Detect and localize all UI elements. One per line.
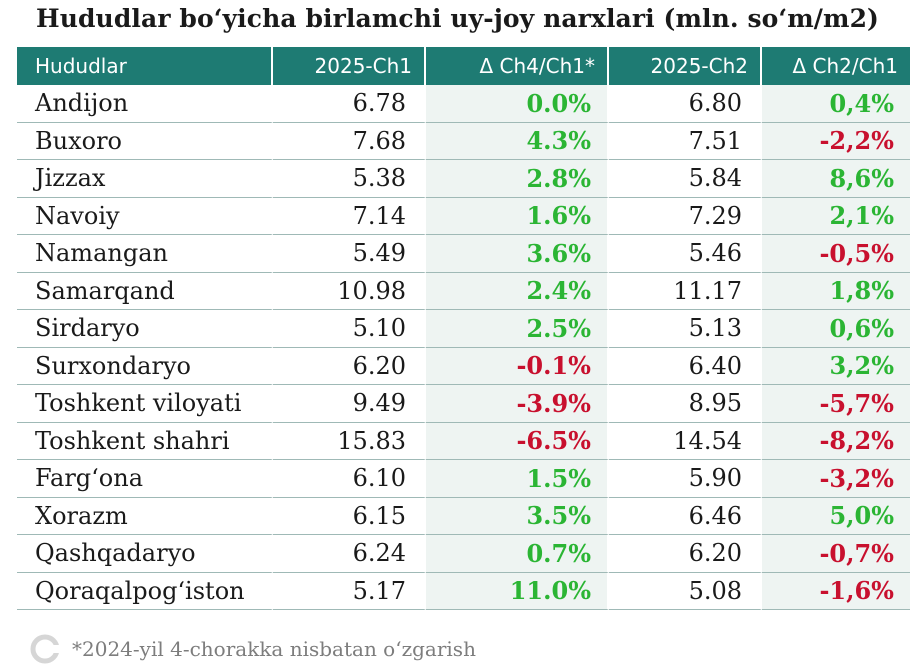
delta-ch2-ch1-cell: 5,0% [762, 497, 910, 535]
value-ch2-cell: 7.29 [609, 197, 762, 235]
delta-ch2-ch1-cell: 0,4% [762, 85, 910, 123]
region-cell: Toshkent viloyati [17, 385, 273, 423]
delta-ch2-ch1-cell: 3,2% [762, 347, 910, 385]
delta-ch4-ch1-cell: 0.7% [426, 535, 609, 573]
value-ch1-cell: 6.15 [273, 497, 426, 535]
value-ch1-cell: 10.98 [273, 272, 426, 310]
table-row: Jizzax 5.38 2.8% 5.84 8,6% [17, 160, 910, 198]
c-logo-icon [30, 634, 60, 664]
table-row: Sirdaryo 5.10 2.5% 5.13 0,6% [17, 310, 910, 348]
value-ch2-cell: 6.46 [609, 497, 762, 535]
value-ch1-cell: 5.49 [273, 235, 426, 273]
value-ch2-cell: 6.40 [609, 347, 762, 385]
value-ch2-cell: 7.51 [609, 122, 762, 160]
delta-ch4-ch1-cell: 3.5% [426, 497, 609, 535]
delta-ch2-ch1-cell: -8,2% [762, 422, 910, 460]
price-table: Hududlar 2025-Ch1 Δ Ch4/Ch1* 2025-Ch2 Δ … [17, 47, 910, 610]
region-cell: Fargʻona [17, 460, 273, 498]
region-cell: Samarqand [17, 272, 273, 310]
value-ch1-cell: 5.38 [273, 160, 426, 198]
table-row: Samarqand 10.98 2.4% 11.17 1,8% [17, 272, 910, 310]
chart-title: Hududlar boʻyicha birlamchi uy-joy narxl… [35, 4, 879, 33]
delta-ch2-ch1-cell: -3,2% [762, 460, 910, 498]
value-ch1-cell: 6.24 [273, 535, 426, 573]
region-cell: Jizzax [17, 160, 273, 198]
delta-ch2-ch1-cell: -0,5% [762, 235, 910, 273]
delta-ch4-ch1-cell: -0.1% [426, 347, 609, 385]
header-row: Hududlar 2025-Ch1 Δ Ch4/Ch1* 2025-Ch2 Δ … [17, 47, 910, 85]
value-ch1-cell: 6.78 [273, 85, 426, 123]
table-row: Toshkent viloyati 9.49 -3.9% 8.95 -5,7% [17, 385, 910, 423]
value-ch2-cell: 5.08 [609, 572, 762, 610]
delta-ch2-ch1-cell: -5,7% [762, 385, 910, 423]
region-cell: Qoraqalpogʻiston [17, 572, 273, 610]
region-cell: Xorazm [17, 497, 273, 535]
value-ch2-cell: 6.80 [609, 85, 762, 123]
table-row: Andijon 6.78 0.0% 6.80 0,4% [17, 85, 910, 123]
delta-ch4-ch1-cell: -6.5% [426, 422, 609, 460]
delta-ch4-ch1-cell: 2.5% [426, 310, 609, 348]
value-ch1-cell: 6.10 [273, 460, 426, 498]
value-ch2-cell: 8.95 [609, 385, 762, 423]
region-cell: Sirdaryo [17, 310, 273, 348]
value-ch2-cell: 6.20 [609, 535, 762, 573]
value-ch1-cell: 5.10 [273, 310, 426, 348]
table-body: Andijon 6.78 0.0% 6.80 0,4% Buxoro 7.68 4.3% 7.5… [17, 85, 910, 610]
value-ch1-cell: 9.49 [273, 385, 426, 423]
table-row: Buxoro 7.68 4.3% 7.51 -2,2% [17, 122, 910, 160]
region-cell: Buxoro [17, 122, 273, 160]
delta-ch2-ch1-cell: 0,6% [762, 310, 910, 348]
value-ch2-cell: 5.90 [609, 460, 762, 498]
delta-ch2-ch1-cell: -1,6% [762, 572, 910, 610]
table-row: Toshkent shahri 15.83 -6.5% 14.54 -8,2% [17, 422, 910, 460]
delta-ch4-ch1-cell: -3.9% [426, 385, 609, 423]
footer: *2024-yil 4-chorakka nisbatan oʻzgarish [30, 634, 476, 664]
region-cell: Andijon [17, 85, 273, 123]
table-row: Xorazm 6.15 3.5% 6.46 5,0% [17, 497, 910, 535]
value-ch2-cell: 5.13 [609, 310, 762, 348]
column-header-ch1: 2025-Ch1 [273, 47, 426, 85]
delta-ch4-ch1-cell: 3.6% [426, 235, 609, 273]
column-header-delta-ch2-ch1: Δ Ch2/Ch1 [762, 47, 910, 85]
value-ch1-cell: 6.20 [273, 347, 426, 385]
region-cell: Navoiy [17, 197, 273, 235]
delta-ch4-ch1-cell: 4.3% [426, 122, 609, 160]
column-header-region: Hududlar [17, 47, 273, 85]
region-cell: Namangan [17, 235, 273, 273]
table-row: Fargʻona 6.10 1.5% 5.90 -3,2% [17, 460, 910, 498]
value-ch2-cell: 5.84 [609, 160, 762, 198]
value-ch1-cell: 7.14 [273, 197, 426, 235]
delta-ch2-ch1-cell: 2,1% [762, 197, 910, 235]
column-header-ch2: 2025-Ch2 [609, 47, 762, 85]
region-cell: Toshkent shahri [17, 422, 273, 460]
table-row: Navoiy 7.14 1.6% 7.29 2,1% [17, 197, 910, 235]
table-row: Qashqadaryo 6.24 0.7% 6.20 -0,7% [17, 535, 910, 573]
delta-ch2-ch1-cell: 8,6% [762, 160, 910, 198]
delta-ch4-ch1-cell: 2.8% [426, 160, 609, 198]
value-ch2-cell: 11.17 [609, 272, 762, 310]
table-row: Qoraqalpogʻiston 5.17 11.0% 5.08 -1,6% [17, 572, 910, 610]
value-ch1-cell: 15.83 [273, 422, 426, 460]
value-ch2-cell: 5.46 [609, 235, 762, 273]
delta-ch4-ch1-cell: 1.5% [426, 460, 609, 498]
value-ch1-cell: 7.68 [273, 122, 426, 160]
delta-ch4-ch1-cell: 2.4% [426, 272, 609, 310]
table-row: Namangan 5.49 3.6% 5.46 -0,5% [17, 235, 910, 273]
column-header-delta-ch4-ch1: Δ Ch4/Ch1* [426, 47, 609, 85]
delta-ch4-ch1-cell: 11.0% [426, 572, 609, 610]
region-cell: Qashqadaryo [17, 535, 273, 573]
value-ch2-cell: 14.54 [609, 422, 762, 460]
delta-ch4-ch1-cell: 1.6% [426, 197, 609, 235]
region-cell: Surxondaryo [17, 347, 273, 385]
table-row: Surxondaryo 6.20 -0.1% 6.40 3,2% [17, 347, 910, 385]
footnote: *2024-yil 4-chorakka nisbatan oʻzgarish [72, 637, 476, 661]
value-ch1-cell: 5.17 [273, 572, 426, 610]
delta-ch2-ch1-cell: -0,7% [762, 535, 910, 573]
delta-ch4-ch1-cell: 0.0% [426, 85, 609, 123]
delta-ch2-ch1-cell: 1,8% [762, 272, 910, 310]
delta-ch2-ch1-cell: -2,2% [762, 122, 910, 160]
